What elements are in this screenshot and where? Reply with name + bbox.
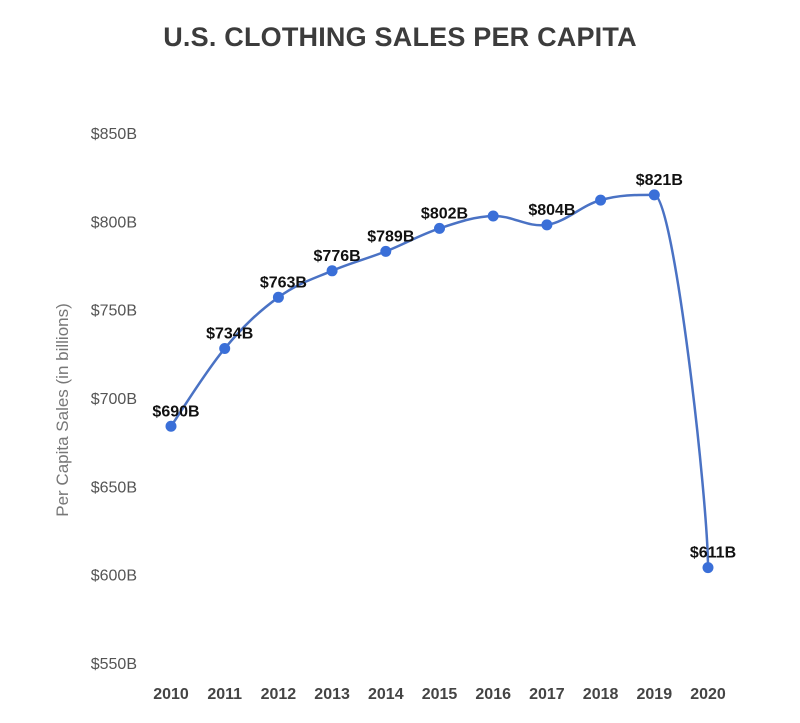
y-tick-label: $650B bbox=[91, 479, 137, 496]
x-tick-label: 2016 bbox=[475, 686, 511, 703]
y-axis: $550B $600B $650B $700B $750B $800B $850B bbox=[91, 126, 137, 673]
y-tick-label: $850B bbox=[91, 126, 137, 143]
data-point-2019 bbox=[648, 189, 660, 201]
data-point-2010 bbox=[165, 420, 177, 432]
data-point-2014 bbox=[380, 245, 392, 257]
x-tick-label: 2012 bbox=[261, 686, 297, 703]
chart-title: U.S. CLOTHING SALES PER CAPITA bbox=[163, 22, 637, 52]
x-tick-label: 2010 bbox=[153, 686, 189, 703]
x-axis: 2010 2011 2012 2013 2014 2015 2016 2017 2018 2019… bbox=[153, 686, 726, 703]
data-label-2014: $789B bbox=[367, 228, 414, 245]
y-tick-label: $550B bbox=[91, 656, 137, 673]
data-label-2012: $763B bbox=[260, 274, 307, 291]
data-labels: $690B $734B $763B $776B $789B $802B $804B $821B… bbox=[152, 172, 736, 562]
x-tick-label: 2011 bbox=[207, 686, 242, 703]
x-tick-label: 2020 bbox=[690, 686, 726, 703]
data-point-2017 bbox=[541, 219, 553, 231]
data-label-2013: $776B bbox=[314, 248, 361, 265]
data-point-2012 bbox=[272, 291, 284, 303]
data-point-2020 bbox=[702, 562, 714, 574]
x-tick-label: 2013 bbox=[314, 686, 350, 703]
y-tick-label: $700B bbox=[91, 391, 137, 408]
x-tick-label: 2015 bbox=[422, 686, 458, 703]
data-point-2011 bbox=[219, 343, 231, 355]
y-tick-label: $800B bbox=[91, 214, 137, 231]
data-label-2011: $734B bbox=[206, 326, 253, 343]
data-point-2016 bbox=[487, 210, 499, 222]
data-points bbox=[165, 189, 714, 574]
data-point-2018 bbox=[595, 194, 607, 206]
data-label-2015: $802B bbox=[421, 205, 468, 222]
data-label-2017: $804B bbox=[528, 202, 575, 219]
y-tick-label: $600B bbox=[91, 568, 137, 585]
data-point-2013 bbox=[326, 265, 338, 277]
series-line bbox=[169, 193, 710, 569]
data-point-2015 bbox=[434, 222, 445, 234]
x-tick-label: 2014 bbox=[368, 686, 404, 703]
y-tick-label: $750B bbox=[91, 303, 137, 320]
data-label-2010: $690B bbox=[152, 403, 199, 420]
x-tick-label: 2019 bbox=[637, 686, 673, 703]
data-label-2020: $611B bbox=[690, 545, 736, 562]
x-tick-label: 2018 bbox=[583, 686, 619, 703]
data-label-2019: $821B bbox=[636, 172, 683, 189]
y-axis-label: Per Capita Sales (in billions) bbox=[53, 303, 72, 517]
x-tick-label: 2017 bbox=[529, 686, 565, 703]
